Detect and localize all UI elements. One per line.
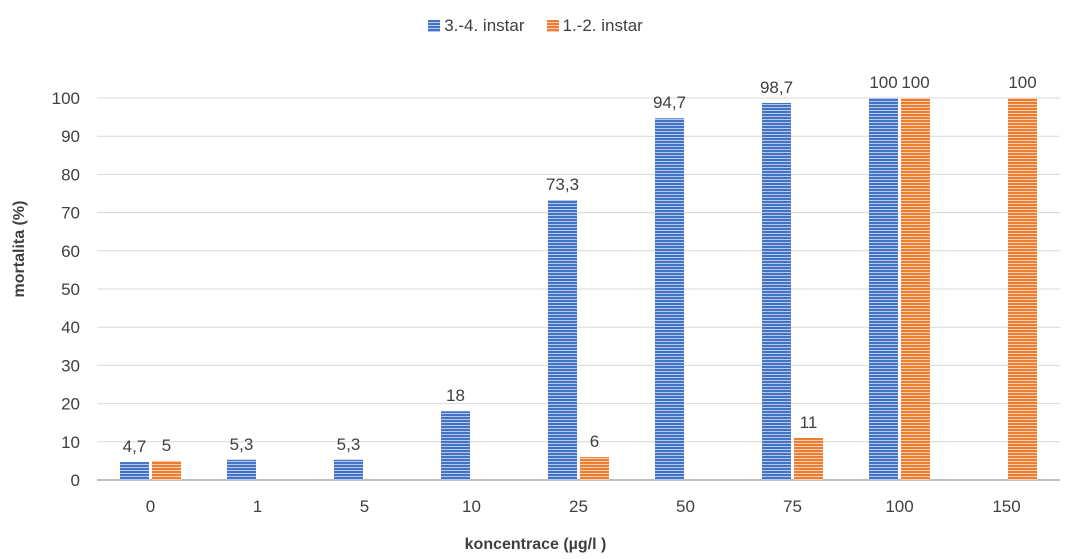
data-label-series-1: 73,3 <box>546 175 579 194</box>
bar-series-1 <box>120 462 149 480</box>
data-label-series-1: 4,7 <box>123 437 147 456</box>
data-label-series-1: 100 <box>869 73 897 92</box>
data-label-series-1: 5,3 <box>337 435 361 454</box>
y-tick-label: 100 <box>52 89 80 108</box>
x-tick-label: 25 <box>569 497 588 516</box>
bar-series-2 <box>794 437 823 480</box>
data-label-series-2: 6 <box>590 432 599 451</box>
data-label-series-1: 18 <box>446 386 465 405</box>
bar-series-2 <box>901 98 930 480</box>
y-tick-label: 30 <box>61 356 80 375</box>
data-label-series-1: 98,7 <box>760 78 793 97</box>
x-tick-label: 1 <box>253 497 262 516</box>
y-tick-label: 90 <box>61 127 80 146</box>
x-tick-label: 0 <box>146 497 155 516</box>
y-tick-label: 20 <box>61 395 80 414</box>
legend-item-series-1: 3.-4. instar <box>428 16 525 36</box>
y-tick-label: 40 <box>61 318 80 337</box>
y-tick-label: 60 <box>61 242 80 261</box>
y-tick-label: 80 <box>61 165 80 184</box>
data-label-series-2: 100 <box>901 73 929 92</box>
bar-series-1 <box>548 199 577 480</box>
data-label-series-2: 5 <box>162 436 171 455</box>
bar-series-2 <box>580 457 609 480</box>
bar-series-2 <box>1008 98 1037 480</box>
x-axis-title: koncentrace (µg/l ) <box>464 536 607 553</box>
legend: 3.-4. instar 1.-2. instar <box>0 16 1071 36</box>
bar-series-1 <box>869 98 898 480</box>
legend-swatch-series-2 <box>546 20 559 32</box>
bar-series-1 <box>762 102 791 480</box>
x-tick-label: 100 <box>885 497 913 516</box>
bar-series-1 <box>655 118 684 480</box>
x-tick-label: 10 <box>462 497 481 516</box>
legend-label-series-2: 1.-2. instar <box>562 16 643 35</box>
legend-label-series-1: 3.-4. instar <box>444 16 525 35</box>
bar-series-2 <box>152 460 181 480</box>
bar-series-1 <box>227 459 256 480</box>
legend-swatch-series-1 <box>428 20 441 32</box>
x-tick-label: 5 <box>360 497 369 516</box>
y-tick-label: 0 <box>71 471 80 490</box>
data-label-series-1: 94,7 <box>653 93 686 112</box>
y-tick-label: 70 <box>61 204 80 223</box>
data-label-series-2: 100 <box>1008 73 1036 92</box>
x-tick-label: 50 <box>676 497 695 516</box>
data-label-series-1: 5,3 <box>230 435 254 454</box>
x-tick-label: 75 <box>783 497 802 516</box>
legend-item-series-2: 1.-2. instar <box>546 16 643 36</box>
y-tick-label: 10 <box>61 433 80 452</box>
bar-series-1 <box>441 411 470 480</box>
x-tick-label: 150 <box>992 497 1020 516</box>
bar-series-1 <box>334 459 363 480</box>
y-tick-label: 50 <box>61 280 80 299</box>
data-label-series-2: 11 <box>800 413 818 432</box>
